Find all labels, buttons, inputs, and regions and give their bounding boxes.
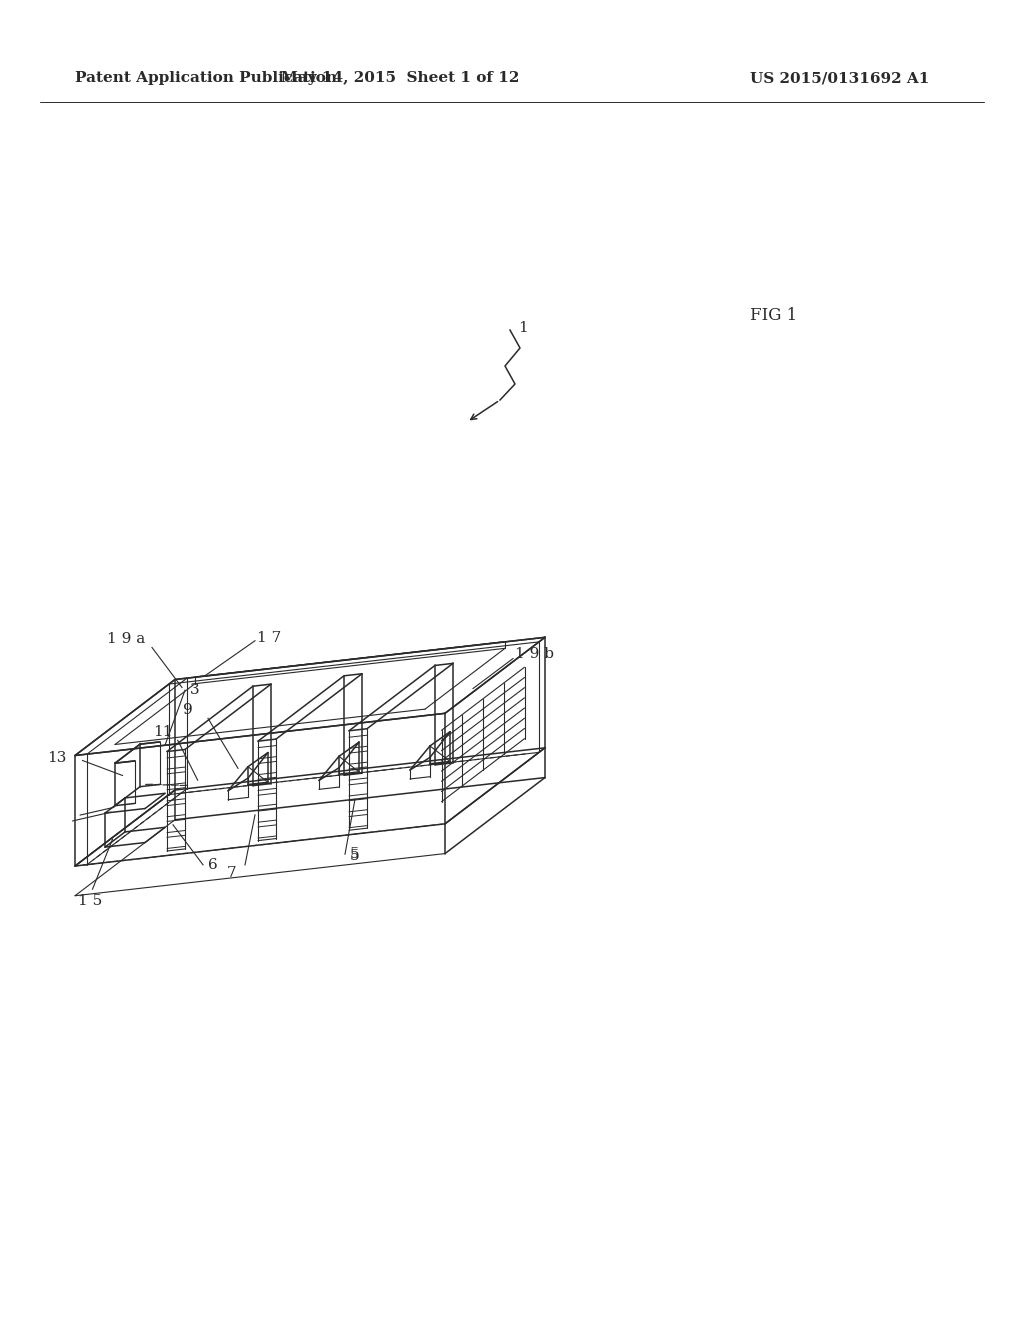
Text: 6: 6 (208, 858, 218, 871)
Text: 9: 9 (183, 704, 193, 717)
Text: 11: 11 (153, 725, 172, 739)
Text: 13: 13 (47, 751, 67, 764)
Text: 5: 5 (350, 847, 359, 861)
Text: 1 9 b: 1 9 b (515, 647, 554, 660)
Text: 5: 5 (350, 849, 359, 863)
Text: 1 9 a: 1 9 a (106, 632, 145, 647)
Text: FIG 1: FIG 1 (750, 306, 798, 323)
Text: 1: 1 (518, 321, 527, 335)
Text: 3: 3 (190, 684, 200, 697)
Text: US 2015/0131692 A1: US 2015/0131692 A1 (750, 71, 930, 84)
Text: 1 5: 1 5 (78, 894, 101, 908)
Text: Patent Application Publication: Patent Application Publication (75, 71, 337, 84)
Text: May 14, 2015  Sheet 1 of 12: May 14, 2015 Sheet 1 of 12 (281, 71, 519, 84)
Text: 7: 7 (227, 866, 237, 880)
Text: 1 7: 1 7 (257, 631, 282, 644)
